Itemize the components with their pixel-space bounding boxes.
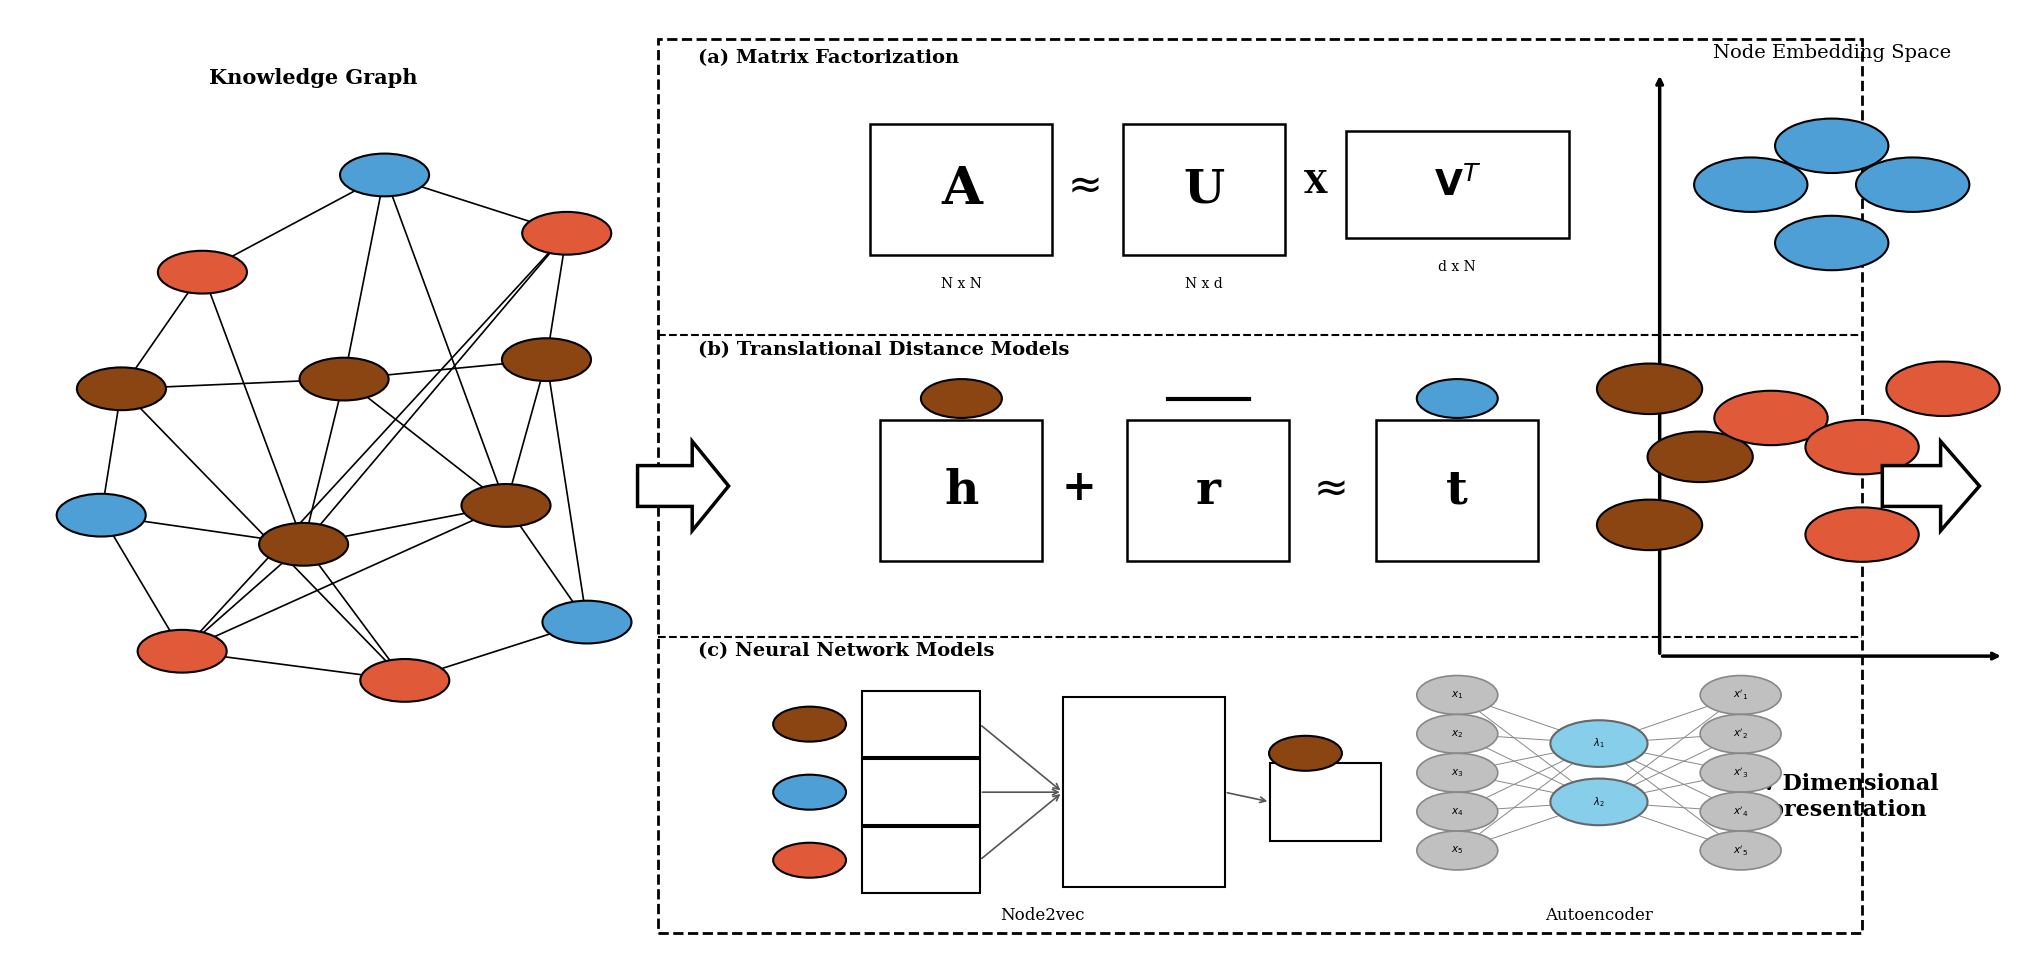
Text: Node Embedding Space: Node Embedding Space [1711, 45, 1950, 62]
Text: +: + [1060, 467, 1096, 509]
Circle shape [1550, 720, 1647, 767]
Circle shape [1647, 432, 1752, 482]
Text: (b) Translational Distance Models: (b) Translational Distance Models [698, 341, 1068, 359]
FancyBboxPatch shape [1376, 421, 1537, 562]
Text: Autoencoder: Autoencoder [1544, 907, 1653, 924]
FancyBboxPatch shape [1345, 131, 1568, 238]
FancyBboxPatch shape [870, 123, 1052, 255]
Circle shape [1699, 792, 1780, 831]
FancyBboxPatch shape [862, 691, 979, 757]
Circle shape [299, 358, 388, 400]
Circle shape [1550, 779, 1647, 825]
Circle shape [1699, 676, 1780, 714]
Circle shape [461, 484, 550, 527]
Text: Knowledge Graph: Knowledge Graph [208, 68, 419, 87]
Circle shape [340, 154, 429, 196]
Text: $x_4$: $x_4$ [1450, 806, 1463, 817]
Circle shape [1699, 753, 1780, 792]
Polygon shape [637, 441, 728, 531]
Circle shape [1774, 216, 1887, 270]
Circle shape [1416, 714, 1497, 753]
Circle shape [773, 775, 846, 810]
Circle shape [920, 379, 1001, 418]
Text: U: U [1183, 166, 1224, 213]
Text: N x N: N x N [941, 276, 981, 291]
Circle shape [1416, 792, 1497, 831]
Text: $x_1$: $x_1$ [1450, 689, 1463, 701]
FancyBboxPatch shape [1127, 421, 1289, 562]
Circle shape [542, 601, 631, 643]
Circle shape [1699, 714, 1780, 753]
Circle shape [360, 659, 449, 702]
Circle shape [77, 367, 166, 410]
Polygon shape [1881, 441, 1978, 531]
FancyBboxPatch shape [1062, 698, 1224, 886]
Circle shape [1885, 362, 1999, 416]
Text: N x d: N x d [1185, 276, 1222, 291]
Circle shape [158, 251, 247, 294]
Text: $\approx$: $\approx$ [1305, 467, 1345, 509]
Text: X: X [1303, 169, 1327, 200]
Circle shape [773, 843, 846, 878]
Text: $x'_1$: $x'_1$ [1732, 688, 1748, 702]
Text: d x N: d x N [1438, 260, 1475, 273]
Text: h: h [945, 468, 977, 514]
Circle shape [1268, 736, 1341, 771]
Circle shape [1774, 119, 1887, 173]
Circle shape [502, 338, 591, 381]
Circle shape [522, 212, 611, 255]
Circle shape [259, 523, 348, 566]
Text: (c) Neural Network Models: (c) Neural Network Models [698, 642, 993, 660]
Circle shape [1596, 364, 1701, 414]
Circle shape [1805, 420, 1918, 474]
Circle shape [773, 707, 846, 742]
Circle shape [1596, 500, 1701, 550]
Text: $x_5$: $x_5$ [1450, 845, 1463, 856]
Text: $\lambda_1$: $\lambda_1$ [1592, 737, 1604, 750]
Text: $x'_4$: $x'_4$ [1732, 805, 1748, 818]
Circle shape [1416, 831, 1497, 870]
Text: $x'_3$: $x'_3$ [1732, 766, 1748, 780]
FancyBboxPatch shape [862, 759, 979, 825]
Text: r: r [1196, 468, 1220, 514]
FancyBboxPatch shape [1270, 763, 1382, 841]
Circle shape [138, 630, 227, 673]
Text: $x_2$: $x_2$ [1450, 728, 1463, 740]
Circle shape [1416, 676, 1497, 714]
Text: A: A [941, 164, 981, 215]
FancyBboxPatch shape [657, 39, 1861, 933]
Text: Node2vec: Node2vec [999, 907, 1084, 924]
Text: $x'_5$: $x'_5$ [1732, 844, 1748, 857]
FancyBboxPatch shape [880, 421, 1042, 562]
Text: Low Dimensional
Representation: Low Dimensional Representation [1724, 774, 1938, 820]
Circle shape [1693, 157, 1807, 212]
Circle shape [1713, 391, 1827, 445]
Circle shape [1855, 157, 1968, 212]
Circle shape [57, 494, 146, 537]
Text: $\lambda_2$: $\lambda_2$ [1592, 795, 1604, 809]
Text: $x_3$: $x_3$ [1450, 767, 1463, 779]
Text: $x'_2$: $x'_2$ [1732, 727, 1748, 741]
FancyBboxPatch shape [1123, 123, 1285, 255]
Text: $\mathbf{V}^T$: $\mathbf{V}^T$ [1432, 166, 1481, 203]
FancyBboxPatch shape [862, 827, 979, 893]
Text: (a) Matrix Factorization: (a) Matrix Factorization [698, 50, 959, 67]
Circle shape [1699, 831, 1780, 870]
Circle shape [1416, 379, 1497, 418]
Circle shape [1805, 507, 1918, 562]
Text: $\approx$: $\approx$ [1058, 163, 1098, 206]
Text: t: t [1446, 468, 1467, 514]
Circle shape [1416, 753, 1497, 792]
